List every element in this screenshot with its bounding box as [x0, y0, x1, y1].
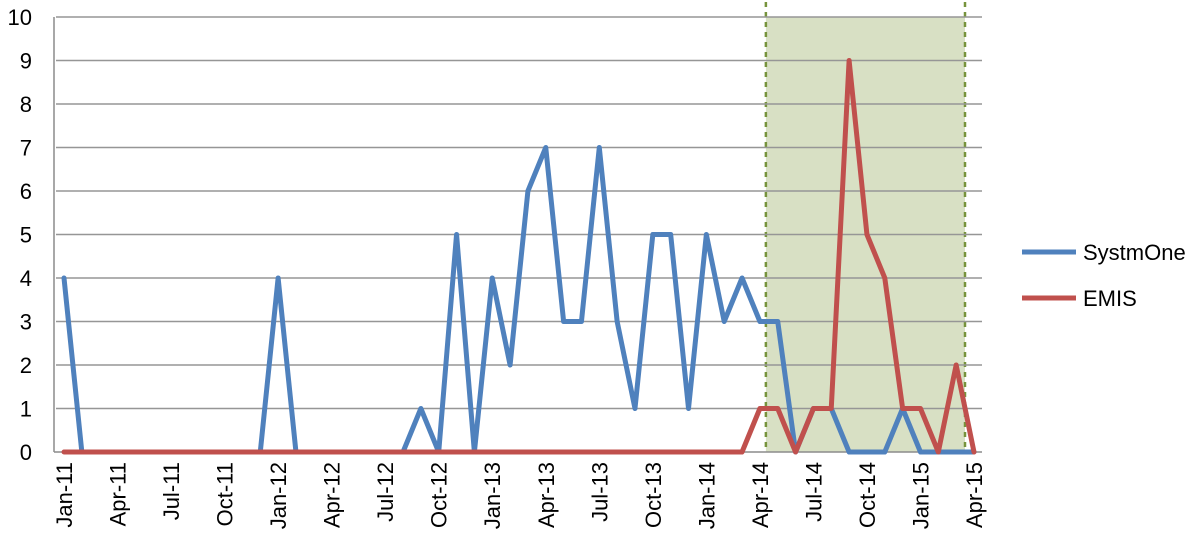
x-tick-label: Oct-11 [213, 462, 238, 526]
x-tick-label: Jul-13 [587, 462, 612, 522]
x-tick-label: Oct-14 [855, 462, 880, 528]
y-tick-label: 5 [20, 223, 32, 248]
x-tick-label: Oct-13 [641, 462, 666, 528]
x-tick-label: Jan-12 [266, 462, 291, 529]
gridlines [56, 16, 982, 410]
x-tick-label: Apr-11 [106, 462, 131, 526]
y-tick-label: 10 [8, 5, 32, 30]
legend: SystmOne EMIS [1022, 240, 1186, 311]
x-tick-label: Jul-14 [801, 462, 826, 522]
x-tick-label: Oct-12 [427, 462, 452, 528]
y-tick-label: 9 [20, 49, 32, 74]
x-tick-label: Apr-13 [534, 462, 559, 528]
x-tick-label: Jan-15 [908, 462, 933, 529]
y-tick-labels: 0 1 2 3 4 5 6 7 8 9 10 [8, 5, 32, 465]
y-tick-label: 2 [20, 353, 32, 378]
y-tick-label: 0 [20, 440, 32, 465]
series-line-emis [61, 58, 977, 455]
x-tick-label: Apr-12 [320, 462, 345, 528]
x-tick-label: Jul-12 [373, 462, 398, 522]
x-tick-label: Apr-15 [962, 462, 987, 528]
y-tick-label: 3 [20, 310, 32, 335]
y-tick-label: 7 [20, 136, 32, 161]
x-tick-label: Jul-11 [159, 462, 184, 520]
x-tick-label: Apr-14 [748, 462, 773, 528]
x-tick-label: Jan-13 [480, 462, 505, 529]
legend-label-systmone: SystmOne [1083, 240, 1186, 265]
y-tick-label: 6 [20, 179, 32, 204]
series-lines [61, 58, 977, 455]
y-tick-label: 8 [20, 92, 32, 117]
y-tick-label: 1 [20, 397, 32, 422]
y-tick-label: 4 [20, 266, 32, 291]
x-tick-label: Jan-11 [52, 462, 77, 528]
legend-label-emis: EMIS [1083, 286, 1137, 311]
x-tick-label: Jan-14 [694, 462, 719, 529]
x-tick-labels: Jan-11 Apr-11 Jul-11 Oct-11 Jan-12 Apr-12 Jul-… [52, 462, 987, 529]
